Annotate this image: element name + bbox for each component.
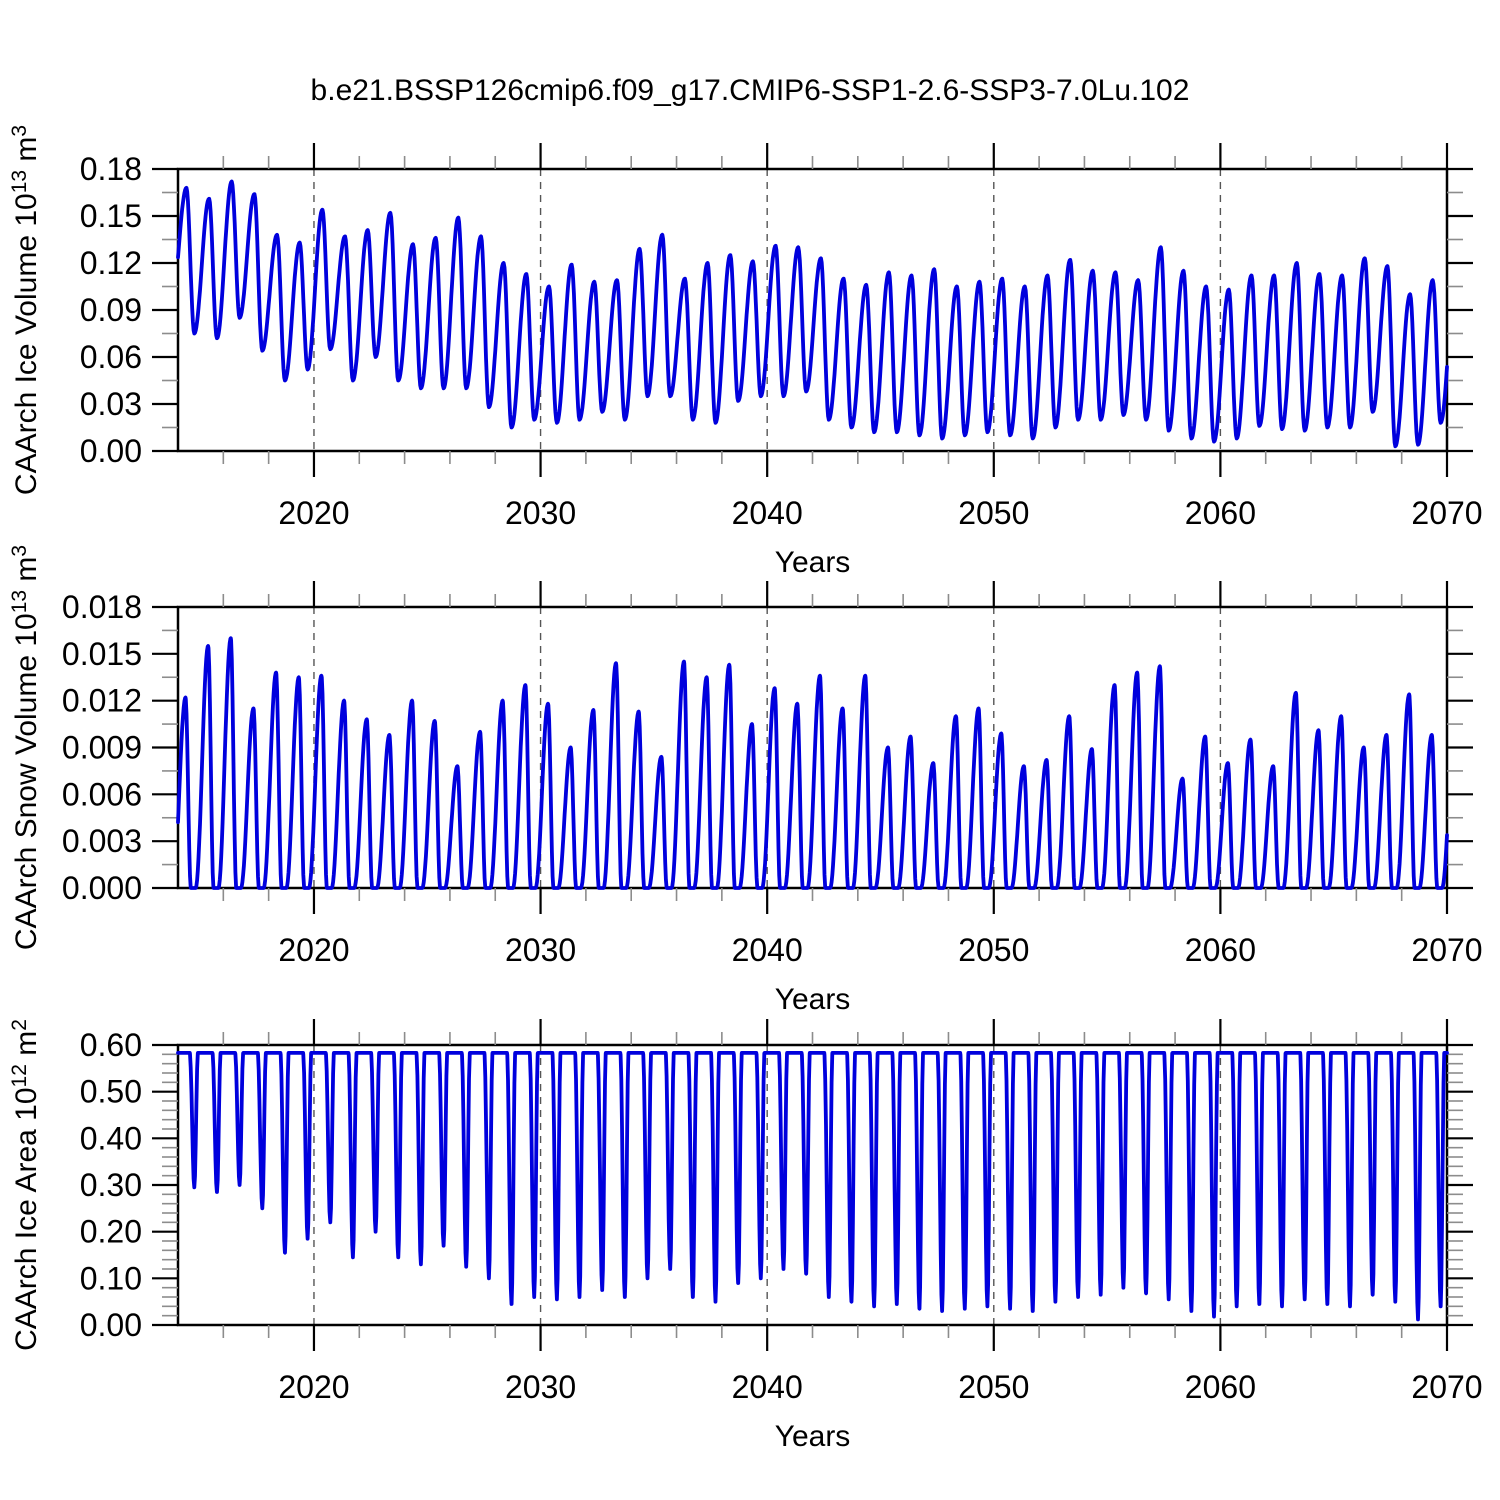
x-tick-label: 2020 (278, 932, 349, 968)
y-tick-label: 0.015 (62, 636, 142, 672)
panel-ice-area: 2020 2030 2040 2050 2060 2070 0.00 0.10 0.20 0.30… (8, 1019, 1483, 1453)
x-axis-title: Years (775, 1420, 851, 1453)
x-tick-label: 2060 (1185, 1369, 1256, 1405)
y-tick-label: 0.06 (80, 339, 142, 375)
y-tick-label: 0.003 (62, 823, 142, 859)
y-tick-label: 0.40 (80, 1120, 142, 1156)
y-tick-label: 0.00 (80, 1307, 142, 1343)
x-tick-label: 2070 (1411, 1369, 1482, 1405)
y-tick-label: 0.00 (80, 433, 142, 469)
ice-volume-series-line (176, 179, 1449, 449)
y-tick-label: 0.03 (80, 386, 142, 422)
x-axis-title: Years (775, 983, 851, 1016)
y-tick-label: 0.012 (62, 683, 142, 719)
y-tick-label: 0.006 (62, 776, 142, 812)
y-tick-label: 0.50 (80, 1074, 142, 1110)
x-tick-label: 2050 (958, 1369, 1029, 1405)
y-tick-label: 0.15 (80, 198, 142, 234)
x-tick-label: 2050 (958, 495, 1029, 531)
x-tick-label: 2040 (732, 1369, 803, 1405)
y-tick-label: 0.000 (62, 870, 142, 906)
y-tick-label: 0.60 (80, 1027, 142, 1063)
x-tick-label: 2020 (278, 495, 349, 531)
y-axis-title-ice-volume: CAArch Ice Volume 1013 m3 (8, 125, 43, 495)
x-tick-label: 2040 (732, 932, 803, 968)
x-tick-label: 2030 (505, 1369, 576, 1405)
x-tick-label: 2070 (1411, 495, 1482, 531)
y-tick-label: 0.09 (80, 292, 142, 328)
x-tick-label: 2050 (958, 932, 1029, 968)
panels-group: 2020 2030 2040 2050 2060 2070 0.00 0.03 0.06 0.09… (8, 125, 1483, 1453)
x-axis-title: Years (775, 546, 851, 579)
y-tick-label: 0.009 (62, 730, 142, 766)
panel-snow-volume: 2020 2030 2040 2050 2060 2070 0.000 0.003 0.006 0… (8, 545, 1483, 1016)
y-tick-label: 0.18 (80, 151, 142, 187)
panel-ice-volume: 2020 2030 2040 2050 2060 2070 0.00 0.03 0.06 0.09… (8, 125, 1483, 579)
x-tick-label: 2040 (732, 495, 803, 531)
y-axis-title-ice-area: CAArch Ice Area 1012 m2 (8, 1019, 43, 1351)
y-tick-label: 0.20 (80, 1214, 142, 1250)
x-tick-label: 2070 (1411, 932, 1482, 968)
x-tick-label: 2060 (1185, 495, 1256, 531)
y-tick-label: 0.10 (80, 1260, 142, 1296)
snow-volume-series-line (176, 636, 1449, 890)
x-tick-label: 2030 (505, 932, 576, 968)
y-tick-label: 0.30 (80, 1167, 142, 1203)
figure-title: b.e21.BSSP126cmip6.f09_g17.CMIP6-SSP1-2.… (311, 74, 1190, 107)
x-tick-label: 2060 (1185, 932, 1256, 968)
ice-area-series-line (176, 1051, 1449, 1322)
y-axis-title-snow-volume: CAArch Snow Volume 1013 m3 (8, 545, 43, 950)
x-tick-label: 2030 (505, 495, 576, 531)
y-tick-label: 0.12 (80, 245, 142, 281)
y-tick-label: 0.018 (62, 589, 142, 625)
x-tick-label: 2020 (278, 1369, 349, 1405)
